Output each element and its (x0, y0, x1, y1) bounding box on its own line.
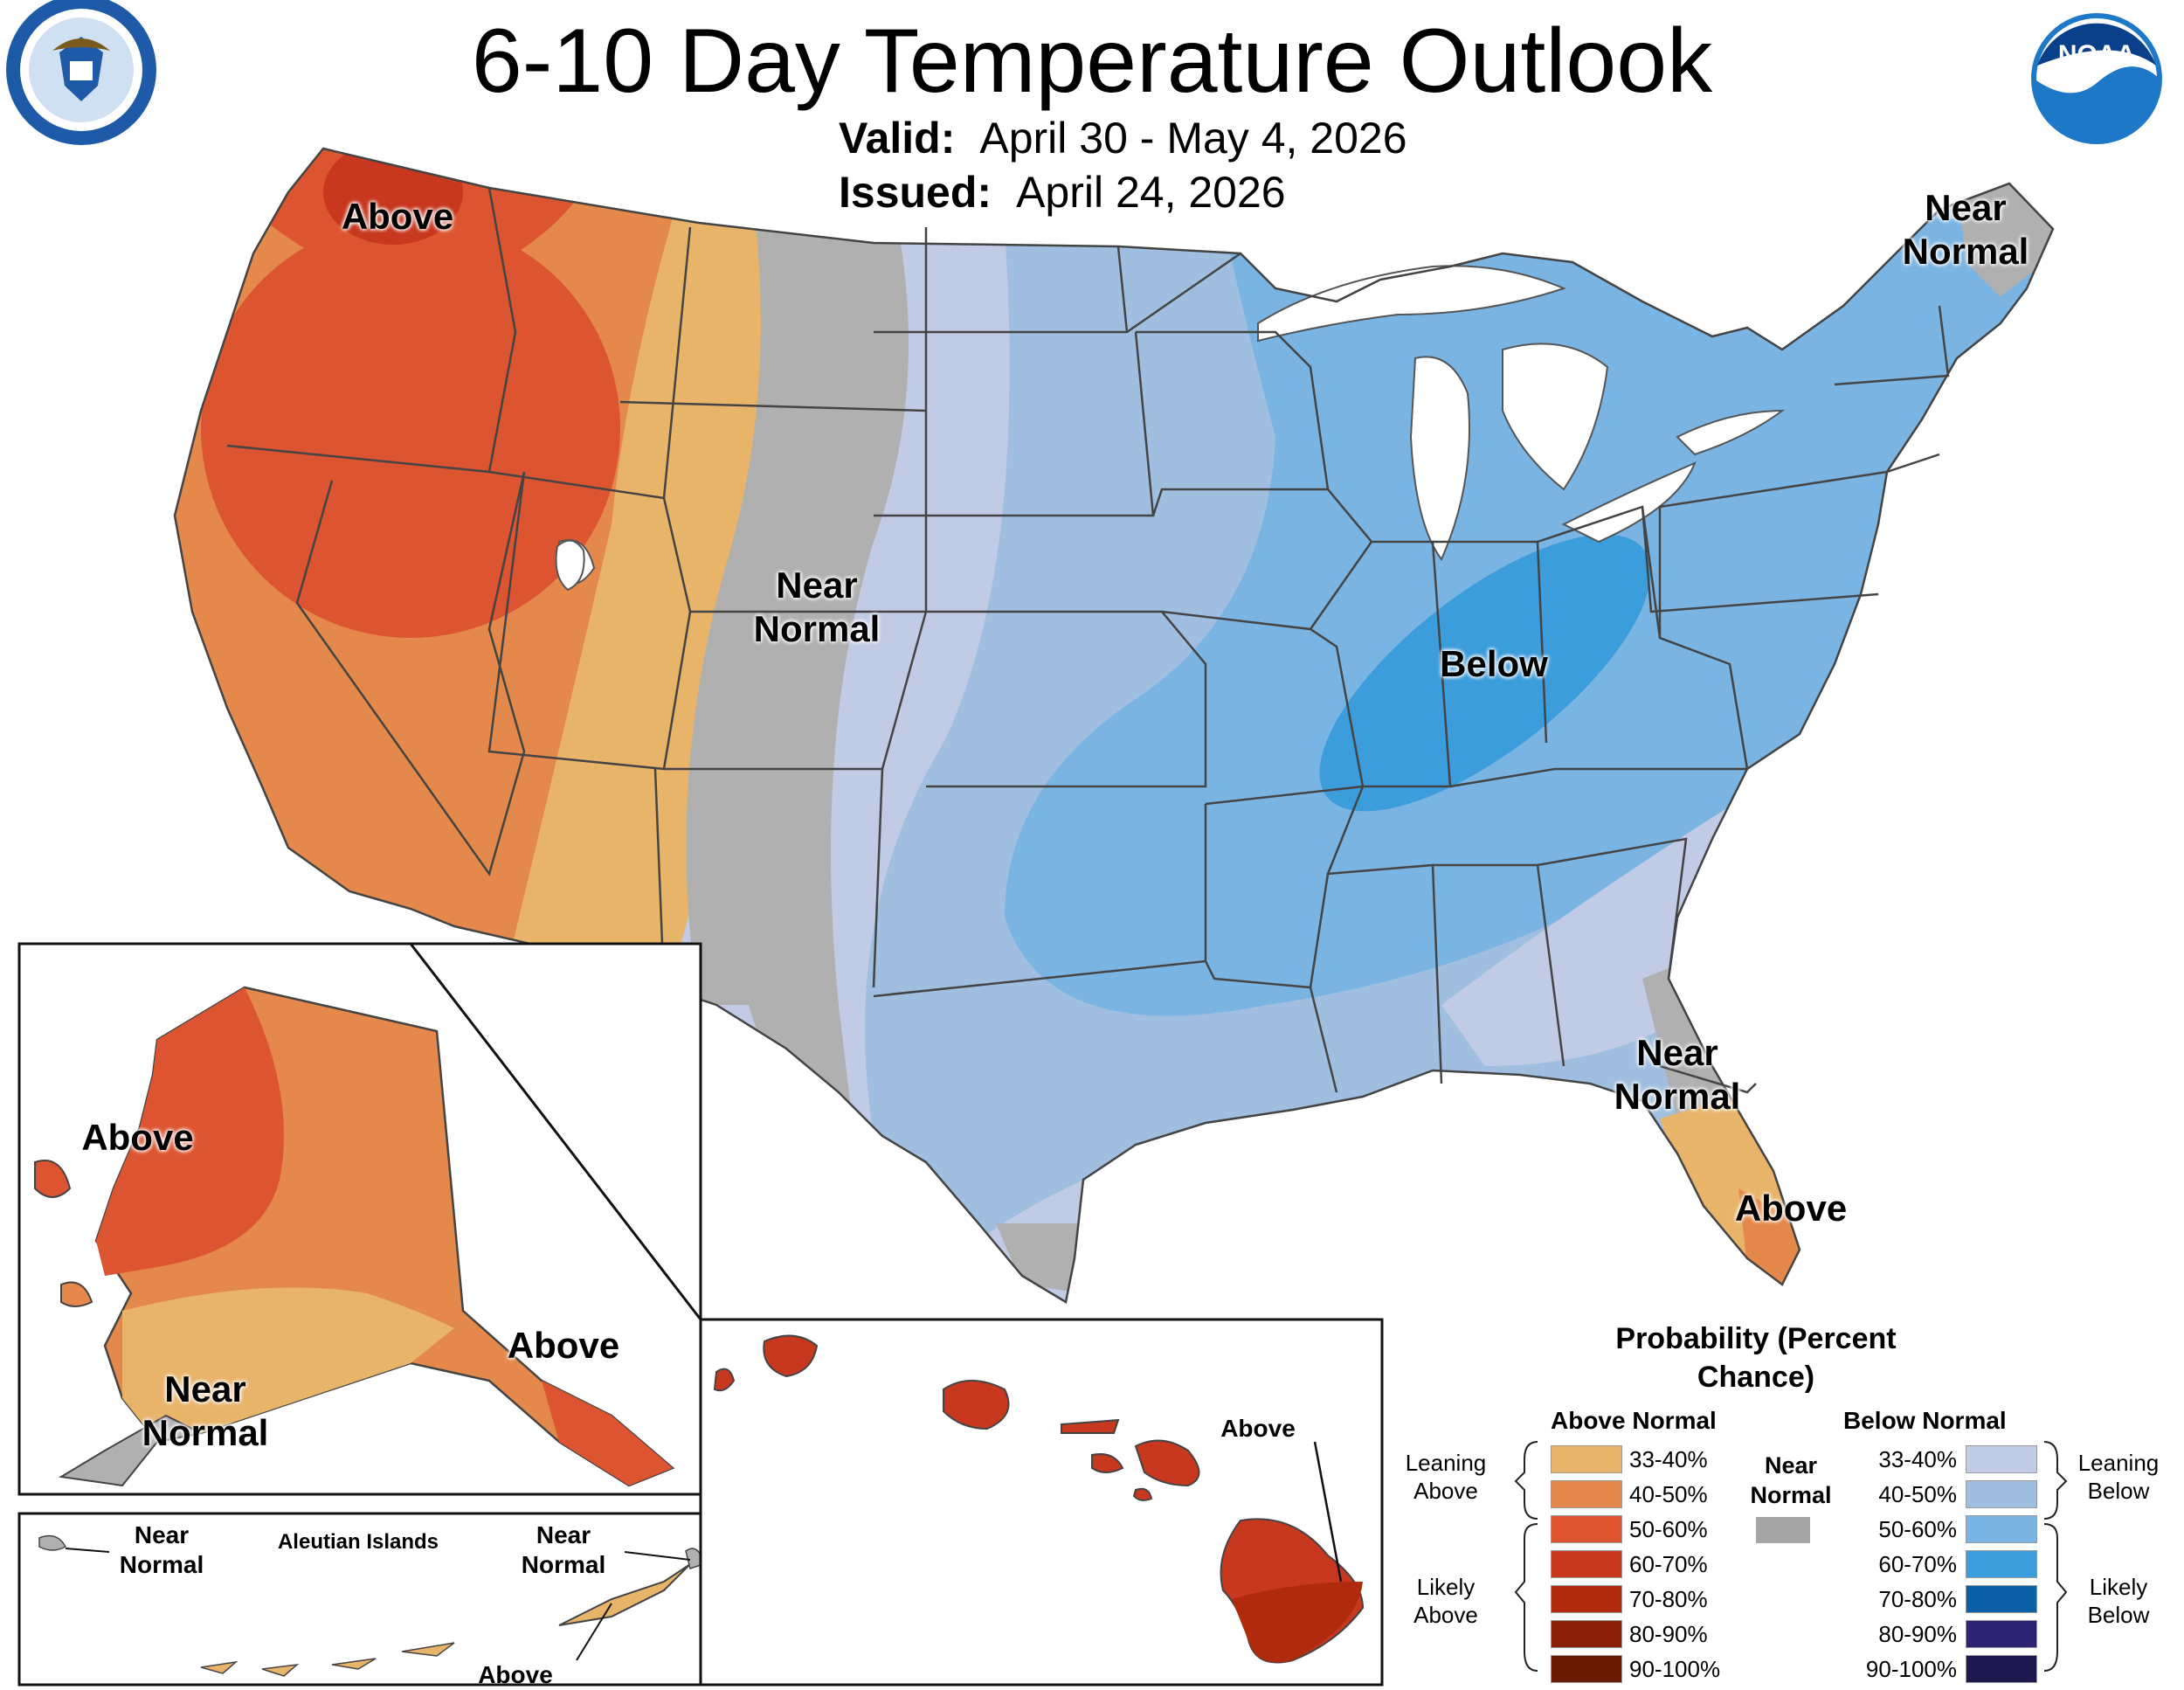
label-fl-above: Above (1734, 1188, 1848, 1229)
label-aleutian-above: Above (478, 1661, 553, 1688)
legend-range-above: 40-50% (1629, 1481, 1708, 1507)
label-ak-near-normal: Near Normal (142, 1368, 269, 1453)
legend-brackets (1514, 1441, 2068, 1672)
legend-range-above: 50-60% (1629, 1516, 1708, 1542)
label-hi-above: Above (1220, 1415, 1296, 1442)
legend-swatch-above (1551, 1480, 1622, 1508)
legend-below-header: Below Normal (1843, 1407, 2007, 1434)
label-ak-above-west: Above (81, 1117, 194, 1158)
legend-range-above: 80-90% (1629, 1621, 1708, 1647)
legend-range-below: 40-50% (1878, 1481, 1957, 1507)
legend-swatch-above (1551, 1515, 1622, 1543)
legend-swatch-below (1966, 1550, 2037, 1578)
label-aleutian-near-normal-right: Near Normal (521, 1521, 606, 1578)
legend-range-above: 60-70% (1629, 1551, 1708, 1577)
label-conus-above: Above (341, 196, 454, 237)
legend-range-above: 70-80% (1629, 1586, 1708, 1612)
label-aleutian-near-normal-left: Near Normal (119, 1521, 204, 1578)
legend-range-below: 90-100% (1865, 1656, 1957, 1682)
legend-likely-above: Likely Above (1413, 1574, 1478, 1628)
legend-swatch-below (1966, 1585, 2037, 1613)
legend-near-header: Near Normal (1750, 1452, 1832, 1508)
valid-value: April 30 - May 4, 2026 (979, 114, 1407, 163)
legend-swatch-below (1966, 1480, 2037, 1508)
commerce-seal-logo (6, 0, 156, 145)
legend-leaning-below: Leaning Below (2077, 1450, 2160, 1504)
legend-swatch-below (1966, 1620, 2037, 1648)
logos-layer: NOAA (6, 0, 2162, 145)
legend-swatch-below (1966, 1515, 2037, 1543)
legend-above-header: Above Normal (1551, 1407, 1717, 1434)
legend-swatch-above (1551, 1620, 1622, 1648)
legend: Probability (Percent Chance) Above Norma… (1398, 1319, 2184, 1687)
legend-range-below: 33-40% (1878, 1446, 1957, 1472)
label-ne-near-normal: Near Normal (1902, 187, 2029, 272)
great-salt-lake (555, 539, 585, 592)
alaska-inset (17, 942, 704, 1687)
label-se-near-normal: Near Normal (1614, 1032, 1741, 1117)
legend-swatch-above (1551, 1445, 1622, 1473)
legend-range-above: 33-40% (1629, 1446, 1708, 1472)
legend-title: Probability (Percent Chance) (1615, 1322, 1897, 1394)
legend-swatch-below (1966, 1445, 2037, 1473)
noaa-logo: NOAA (2031, 13, 2162, 144)
label-conus-below: Below (1440, 643, 1548, 684)
label-conus-near-normal: Near Normal (753, 564, 881, 649)
legend-swatch-below (1966, 1655, 2037, 1683)
legend-range-below: 80-90% (1878, 1621, 1957, 1647)
hawaii-inset (699, 1318, 1384, 1687)
legend-near-swatch (1756, 1517, 1810, 1543)
label-aleutian-title: Aleutian Islands (277, 1530, 439, 1554)
legend-swatch-above (1551, 1550, 1622, 1578)
valid-dates: Valid: April 30 - May 4, 2026 (839, 112, 1407, 164)
legend-leaning-above: Leaning Above (1405, 1450, 1487, 1504)
issued-label: Issued: (839, 168, 992, 217)
valid-label: Valid: (839, 114, 956, 163)
noaa-logo-text: NOAA (2058, 40, 2135, 69)
legend-likely-below: Likely Below (2087, 1574, 2150, 1628)
legend-swatch-above (1551, 1655, 1622, 1683)
legend-range-below: 70-80% (1878, 1586, 1957, 1612)
issued-value: April 24, 2026 (1016, 168, 1286, 217)
legend-range-above: 90-100% (1629, 1656, 1721, 1682)
issued-date: Issued: April 24, 2026 (839, 166, 1286, 218)
state-borders (173, 147, 2055, 1304)
legend-range-below: 60-70% (1878, 1551, 1957, 1577)
page-title: 6-10 Day Temperature Outlook (471, 10, 1713, 112)
great-lakes (558, 265, 1786, 585)
label-ak-above-se: Above (507, 1325, 620, 1366)
legend-range-below: 50-60% (1878, 1516, 1957, 1542)
legend-swatch-above (1551, 1585, 1622, 1613)
